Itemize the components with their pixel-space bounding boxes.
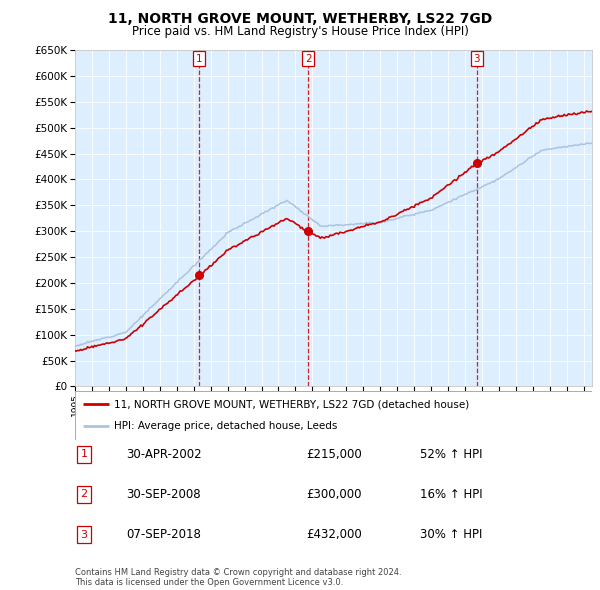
Text: Contains HM Land Registry data © Crown copyright and database right 2024.
This d: Contains HM Land Registry data © Crown c… [75,568,401,587]
Text: 07-SEP-2018: 07-SEP-2018 [126,528,201,541]
Text: 3: 3 [80,530,88,539]
Text: 11, NORTH GROVE MOUNT, WETHERBY, LS22 7GD (detached house): 11, NORTH GROVE MOUNT, WETHERBY, LS22 7G… [114,399,469,409]
Text: £432,000: £432,000 [306,528,362,541]
Text: HPI: Average price, detached house, Leeds: HPI: Average price, detached house, Leed… [114,421,337,431]
Text: 16% ↑ HPI: 16% ↑ HPI [420,488,482,501]
Text: 11, NORTH GROVE MOUNT, WETHERBY, LS22 7GD: 11, NORTH GROVE MOUNT, WETHERBY, LS22 7G… [108,12,492,26]
Text: 52% ↑ HPI: 52% ↑ HPI [420,448,482,461]
Text: 1: 1 [196,54,203,64]
Text: 30% ↑ HPI: 30% ↑ HPI [420,528,482,541]
Text: 30-APR-2002: 30-APR-2002 [126,448,202,461]
Text: £300,000: £300,000 [306,488,361,501]
Text: 3: 3 [473,54,480,64]
Text: 2: 2 [305,54,311,64]
Text: 2: 2 [80,490,88,499]
Text: £215,000: £215,000 [306,448,362,461]
Text: 30-SEP-2008: 30-SEP-2008 [126,488,200,501]
Text: Price paid vs. HM Land Registry's House Price Index (HPI): Price paid vs. HM Land Registry's House … [131,25,469,38]
Text: 1: 1 [80,450,88,459]
